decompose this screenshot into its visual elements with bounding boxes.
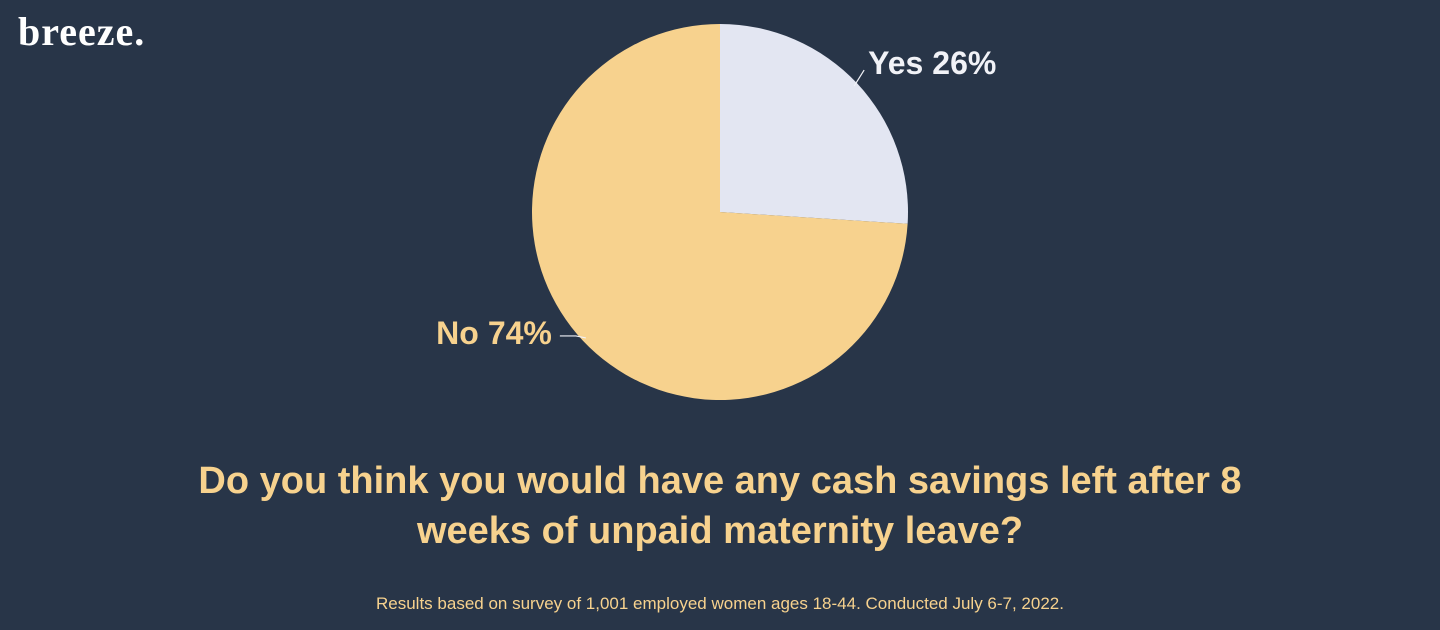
leader-line [853, 69, 865, 87]
footnote: Results based on survey of 1,001 employe… [376, 594, 1064, 613]
category-label: No [436, 315, 479, 351]
data-label: No 74% [436, 315, 552, 351]
data-label: Yes 26% [868, 45, 996, 81]
pie-slice [720, 24, 908, 224]
pie-slice [531, 24, 908, 401]
brand-logo: breeze. [18, 9, 146, 54]
category-label: Yes [868, 45, 923, 81]
chart-title: Do you think you would have any cash sav… [198, 460, 1242, 552]
value-label: 74% [488, 315, 552, 351]
value-label: 26% [932, 45, 996, 81]
leader-line [559, 335, 586, 339]
